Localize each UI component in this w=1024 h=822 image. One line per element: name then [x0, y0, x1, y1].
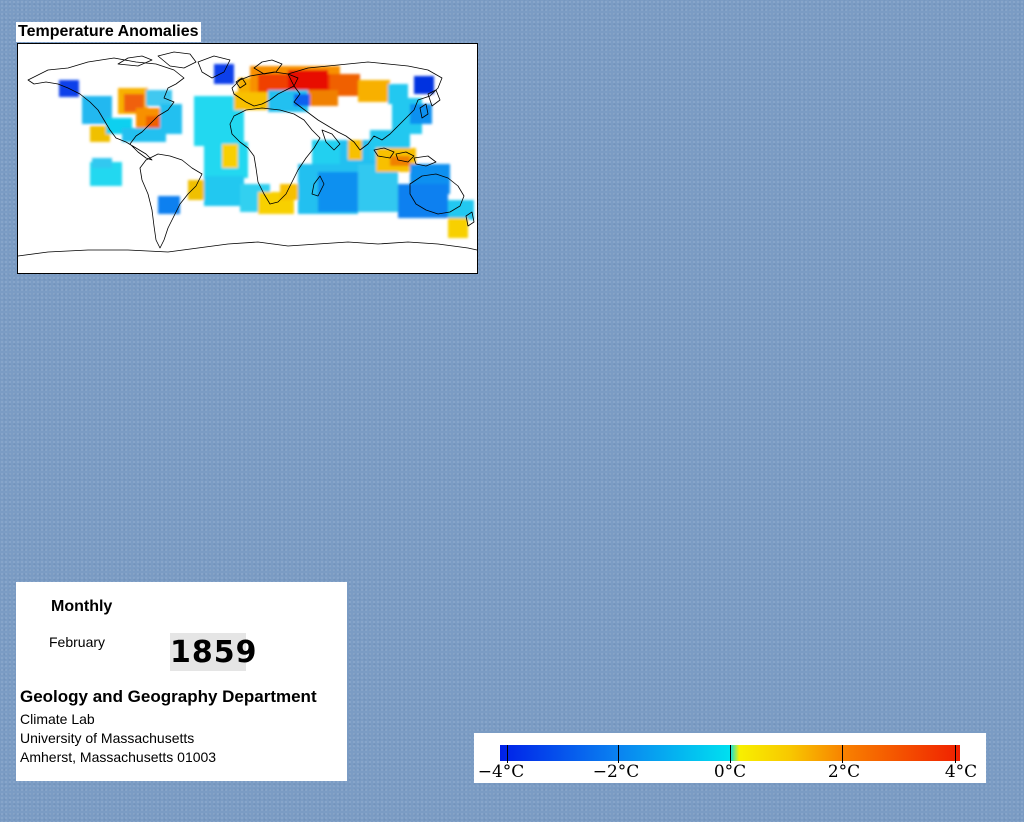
- year-display: 1859: [170, 633, 258, 671]
- legend-tick: [618, 745, 619, 763]
- world-map-svg: [18, 44, 477, 273]
- map-title: Temperature Anomalies: [16, 22, 201, 42]
- legend-label-2: 2°C: [827, 762, 861, 782]
- legend-label-0: 0°C: [713, 762, 747, 782]
- info-panel: Monthly February 1859 Geology and Geogra…: [16, 582, 347, 781]
- legend-label-minus-4: −4°C: [477, 762, 525, 782]
- frequency-label: Monthly: [51, 598, 113, 615]
- legend-label-minus-2: −2°C: [592, 762, 640, 782]
- legend-tick: [955, 745, 956, 763]
- anomaly-cells: [59, 64, 474, 238]
- month-label: February: [49, 634, 106, 650]
- university-name: University of Massachusetts: [20, 730, 195, 746]
- color-scale-legend: −4°C −2°C 0°C 2°C 4°C: [474, 733, 986, 783]
- legend-label-4: 4°C: [944, 762, 978, 782]
- legend-tick: [730, 745, 731, 763]
- department-name: Geology and Geography Department: [20, 687, 317, 706]
- legend-tick: [842, 745, 843, 763]
- coastlines: [18, 51, 477, 257]
- lab-name: Climate Lab: [20, 711, 95, 727]
- address-line: Amherst, Massachusetts 01003: [20, 749, 217, 765]
- legend-tick: [507, 745, 508, 763]
- temperature-anomaly-map: [17, 43, 478, 274]
